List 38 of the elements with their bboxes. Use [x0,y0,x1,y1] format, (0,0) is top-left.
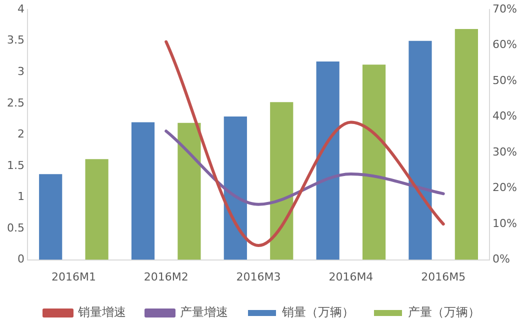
x-tick-label: 2016M4 [328,270,374,284]
bar [408,40,432,260]
y2-tick-label: 20% [492,181,518,194]
y-tick-label: 1.5 [6,158,24,172]
bar [85,159,108,260]
bar [316,62,340,260]
y-tick-label: 3.5 [6,34,24,47]
x-tick-label: 2016M2 [144,270,188,284]
x-tick-label: 2016M3 [236,270,281,284]
bar [224,116,247,260]
y2-tick-label: 60% [492,38,518,52]
y-tick-label: 3 [17,65,24,78]
legend-label: 产量（万辆） [408,305,480,320]
y-tick-label: 2.5 [6,96,24,110]
y2-tick-label: 70% [492,2,518,16]
line-series [164,130,445,206]
x-tick-label: 2016M5 [421,270,466,284]
bar [178,122,201,260]
bar [39,174,62,260]
y-tick-label: 2 [17,128,24,141]
bar [270,102,294,260]
y2-tick-label: 30% [492,145,518,158]
line-series [164,40,445,248]
y2-tick-label: 50% [492,74,518,87]
y-tick-label: 0 [17,252,24,266]
bar [454,28,478,260]
legend-label: 销量（万辆） [281,305,354,320]
y2-tick-label: 10% [492,216,518,230]
y-tick-label: 1 [17,190,24,204]
y-tick-label: 0.5 [6,221,24,234]
legend-label: 产量增速 [180,305,228,320]
bar [362,64,386,260]
x-tick-label: 2016M1 [51,270,96,284]
y2-tick-label: 40% [492,110,518,123]
bar [131,122,155,260]
y2-tick-label: 0% [492,252,510,266]
legend-label: 销量增速 [77,305,126,320]
y-tick-label: 4 [17,2,24,16]
